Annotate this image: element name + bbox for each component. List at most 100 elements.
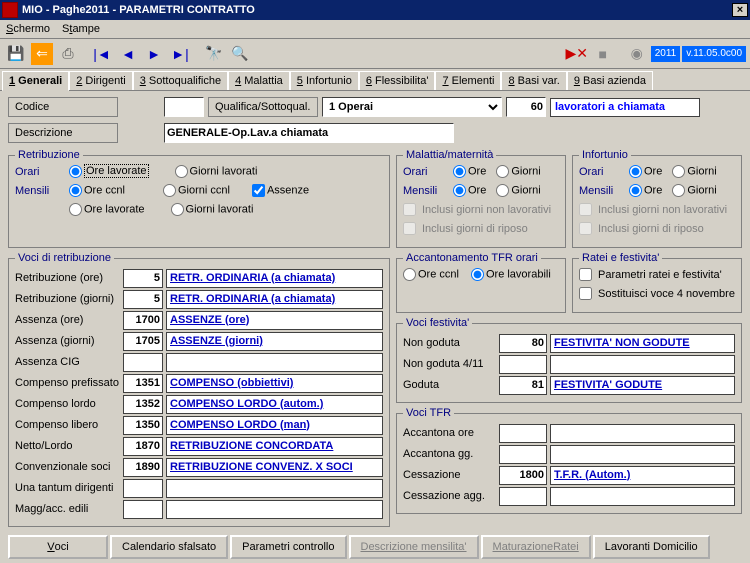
- back-icon[interactable]: ⇐: [30, 42, 54, 66]
- inf-ore[interactable]: Ore: [629, 165, 662, 178]
- prev-icon[interactable]: ◄: [116, 42, 140, 66]
- fest-num[interactable]: [499, 355, 547, 374]
- tfr-desc[interactable]: [550, 424, 735, 443]
- voci-desc[interactable]: [166, 479, 383, 498]
- tab-infortunio[interactable]: 5 Infortunio: [290, 71, 359, 90]
- tfr-num[interactable]: [499, 487, 547, 506]
- qualifica-select[interactable]: 1 Operai: [322, 97, 502, 117]
- mal-ore[interactable]: Ore: [453, 165, 486, 178]
- fest-num[interactable]: 80: [499, 334, 547, 353]
- num-input[interactable]: 60: [506, 97, 546, 117]
- ratei-c2[interactable]: [579, 287, 592, 300]
- tfr-desc[interactable]: [550, 487, 735, 506]
- voci-num[interactable]: [123, 479, 163, 498]
- voci-desc[interactable]: COMPENSO (obbiettivi): [166, 374, 383, 393]
- tfr-num[interactable]: 1800: [499, 466, 547, 485]
- acc-ore-lav[interactable]: Ore lavorabili: [471, 268, 551, 281]
- mal-giorni2[interactable]: Giorni: [496, 184, 540, 197]
- print-icon[interactable]: ⎙: [56, 42, 80, 66]
- voci-num[interactable]: [123, 500, 163, 519]
- voci-num[interactable]: 1890: [123, 458, 163, 477]
- tab-malattia[interactable]: 4 Malattia: [228, 71, 290, 90]
- tfr-desc[interactable]: T.F.R. (Autom.): [550, 466, 735, 485]
- codice-input[interactable]: [164, 97, 204, 117]
- fest-row: Non goduta 4/11: [403, 354, 735, 374]
- tab-flessibilita[interactable]: 6 Flessibilita': [359, 71, 436, 90]
- last-icon[interactable]: ►|: [168, 42, 192, 66]
- voci-desc[interactable]: ASSENZE (giorni): [166, 332, 383, 351]
- tab-basi-azienda[interactable]: 9 Basi azienda: [567, 71, 653, 90]
- zoom-icon[interactable]: 🔍: [228, 42, 252, 66]
- tfr-caption: Accantona gg.: [403, 448, 499, 460]
- binocular-icon[interactable]: 🔭: [202, 42, 226, 66]
- fest-desc[interactable]: FESTIVITA' GODUTE: [550, 376, 735, 395]
- radio-ore-lavorate[interactable]: Ore lavorate: [69, 165, 149, 178]
- voci-num[interactable]: [123, 353, 163, 372]
- inf-giorni[interactable]: Giorni: [672, 165, 716, 178]
- voci-num[interactable]: 1705: [123, 332, 163, 351]
- first-icon[interactable]: |◄: [90, 42, 114, 66]
- ratei-c1[interactable]: [579, 268, 592, 281]
- voci-festivita-group: Voci festivita' Non goduta80FESTIVITA' N…: [396, 317, 742, 403]
- tab-generali[interactable]: 1 Generali: [2, 71, 69, 91]
- fest-desc[interactable]: [550, 355, 735, 374]
- btn-voci[interactable]: Voci: [8, 535, 108, 559]
- inf-orari: Orari: [579, 166, 625, 178]
- radio-giorni-lavorati2[interactable]: Giorni lavorati: [171, 203, 254, 216]
- close-icon[interactable]: ×: [732, 3, 748, 17]
- inf-ore2[interactable]: Ore: [629, 184, 662, 197]
- btn-calendario[interactable]: Calendario sfalsato: [110, 535, 228, 559]
- voci-desc[interactable]: RETRIBUZIONE CONCORDATA: [166, 437, 383, 456]
- voci-desc[interactable]: COMPENSO LORDO (man): [166, 416, 383, 435]
- mal-inc1: [403, 203, 416, 216]
- voci-desc[interactable]: RETR. ORDINARIA (a chiamata): [166, 269, 383, 288]
- radio-ore-ccnl[interactable]: Ore ccnl: [69, 184, 125, 197]
- fest-desc[interactable]: FESTIVITA' NON GODUTE: [550, 334, 735, 353]
- voci-desc[interactable]: [166, 353, 383, 372]
- disc-icon[interactable]: ◉: [625, 42, 649, 66]
- voci-tfr-group: Voci TFR Accantona oreAccantona gg.Cessa…: [396, 407, 742, 514]
- voci-num[interactable]: 5: [123, 290, 163, 309]
- btn-parametri[interactable]: Parametri controllo: [230, 535, 346, 559]
- tab-bar: 1 Generali 2 Dirigenti 3 Sottoqualifiche…: [0, 69, 750, 91]
- voci-desc[interactable]: COMPENSO LORDO (autom.): [166, 395, 383, 414]
- voci-desc[interactable]: [166, 500, 383, 519]
- tab-elementi[interactable]: 7 Elementi: [435, 71, 501, 90]
- tfr-desc[interactable]: [550, 445, 735, 464]
- mensili-label: Mensili: [15, 185, 65, 197]
- mal-ore2[interactable]: Ore: [453, 184, 486, 197]
- radio-ore-lavorate2[interactable]: Ore lavorate: [69, 203, 145, 216]
- stop-icon[interactable]: ■: [591, 42, 615, 66]
- inf-giorni2[interactable]: Giorni: [672, 184, 716, 197]
- voci-row: Retribuzione (ore)5RETR. ORDINARIA (a ch…: [15, 268, 383, 288]
- inf-inc1: [579, 203, 592, 216]
- save-icon[interactable]: 💾: [4, 42, 28, 66]
- tab-dirigenti[interactable]: 2 Dirigenti: [69, 71, 133, 90]
- menu-schermo[interactable]: Schermo: [6, 23, 50, 35]
- tfr-num[interactable]: [499, 424, 547, 443]
- acc-ore-ccnl[interactable]: Ore ccnl: [403, 268, 459, 281]
- voci-num[interactable]: 5: [123, 269, 163, 288]
- descrizione-input[interactable]: GENERALE-Op.Lav.a chiamata: [164, 123, 454, 143]
- fest-num[interactable]: 81: [499, 376, 547, 395]
- voci-num[interactable]: 1870: [123, 437, 163, 456]
- voci-num[interactable]: 1350: [123, 416, 163, 435]
- radio-giorni-ccnl[interactable]: Giorni ccnl: [163, 184, 230, 197]
- voci-desc[interactable]: ASSENZE (ore): [166, 311, 383, 330]
- tab-basi-var[interactable]: 8 Basi var.: [501, 71, 566, 90]
- check-assenze[interactable]: Assenze: [252, 184, 309, 197]
- btn-lavoranti[interactable]: Lavoranti Domicilio: [593, 535, 710, 559]
- tfr-num[interactable]: [499, 445, 547, 464]
- infortunio-group: Infortunio Orari Ore Giorni Mensili Ore …: [572, 149, 742, 248]
- next-icon[interactable]: ►: [142, 42, 166, 66]
- voci-num[interactable]: 1351: [123, 374, 163, 393]
- voci-num[interactable]: 1352: [123, 395, 163, 414]
- radio-giorni-lavorati[interactable]: Giorni lavorati: [175, 165, 258, 178]
- voci-desc[interactable]: RETR. ORDINARIA (a chiamata): [166, 290, 383, 309]
- voci-num[interactable]: 1700: [123, 311, 163, 330]
- mal-giorni[interactable]: Giorni: [496, 165, 540, 178]
- flag-icon[interactable]: ▶✕: [565, 42, 589, 66]
- voci-desc[interactable]: RETRIBUZIONE CONVENZ. X SOCI: [166, 458, 383, 477]
- tab-sottoqualifiche[interactable]: 3 Sottoqualifiche: [133, 71, 228, 90]
- menu-stampe[interactable]: Stampe: [62, 23, 100, 35]
